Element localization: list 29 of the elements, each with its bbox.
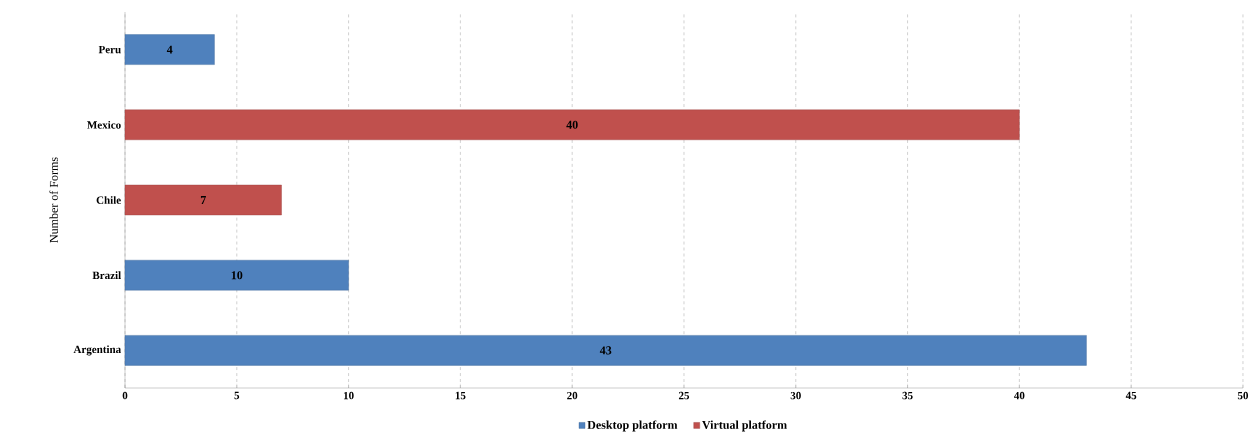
y-tick-label: Chile [96,196,121,204]
bar [124,335,1087,366]
y-tick-label: Argentina [73,345,121,356]
bar [124,184,282,216]
data-label: 40 [566,120,578,129]
x-tick-label: 5 [234,391,240,400]
legend-label: Virtual platform [702,420,787,432]
x-tick-label: 45 [1125,391,1137,400]
x-tick-label: 25 [678,391,690,400]
x-tick-label: 50 [1237,391,1249,400]
data-label: 7 [200,196,206,204]
y-tick-label: Mexico [87,120,121,129]
x-tick-label: 10 [343,391,354,400]
data-label: 10 [231,271,243,280]
y-tick-label: Brazil [92,271,121,280]
x-tick-label: 20 [567,391,578,400]
x-tick-label: 0 [122,391,128,400]
x-tick-label: 35 [902,391,913,400]
x-tick-label: 40 [1014,391,1025,400]
x-tick-label: 15 [455,391,466,400]
data-label: 4 [166,45,173,54]
bar [124,34,215,65]
bar [124,109,1020,140]
data-label: 43 [599,346,612,355]
legend-label: Desktop platform [587,420,678,432]
bar [124,260,349,291]
x-tick-label: 30 [790,391,801,400]
y-tick-label: Peru [98,45,121,54]
y-axis-title: Number of Forms [49,157,58,243]
